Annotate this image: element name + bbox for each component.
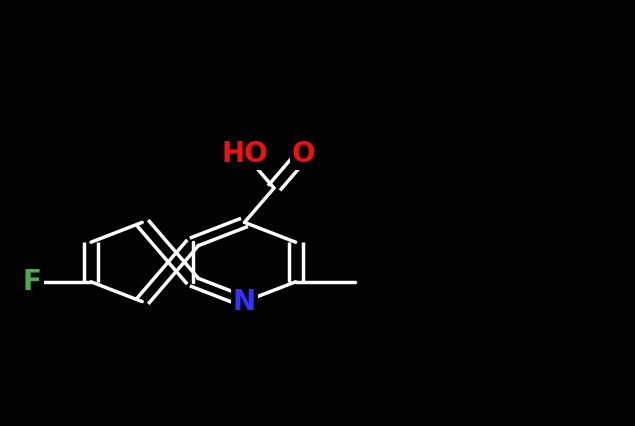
Text: HO: HO (221, 140, 268, 168)
Text: N: N (233, 288, 256, 316)
Text: O: O (291, 140, 316, 168)
Text: F: F (23, 268, 41, 296)
